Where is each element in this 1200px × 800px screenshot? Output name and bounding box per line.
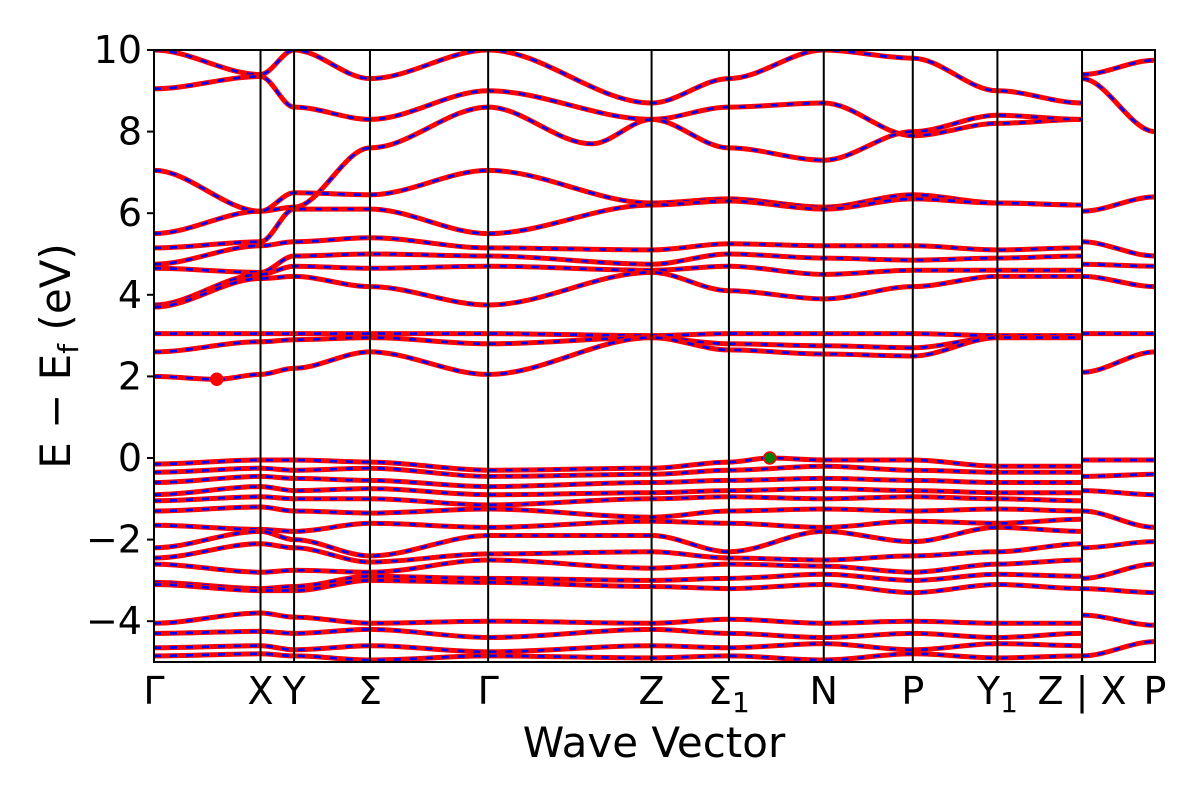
band-16-blue [154,495,1083,507]
band-32-blue [1081,262,1155,268]
band-29-blue [1081,77,1155,133]
extrema-markers [209,372,777,465]
band-11-blue [154,336,1082,381]
x-tick-label: P [1144,669,1167,713]
band-41-blue [1081,562,1155,580]
band-40-blue [1081,540,1155,550]
x-tick-label: N [810,669,838,713]
band-31-blue [1081,240,1155,258]
x-tick-label: Σ1 [708,669,750,719]
band-33-blue [1081,275,1155,288]
x-tick-subscript: 1 [732,686,750,719]
y-axis-title-sub: f [52,343,85,354]
band-25-blue [154,628,1083,639]
high-symmetry-lines [259,50,1084,662]
band-30-blue [1081,195,1155,213]
x-tick-subscript: 1 [1000,686,1018,719]
band-39-blue [1081,509,1155,529]
x-axis-ticks: Γ X Y Σ Γ Z Σ1 N P Y1 Z | X P [143,669,1166,719]
band-24-blue [154,611,1082,625]
y-axis-title-unit: (eV) [31,243,80,330]
band-4-blue [154,197,1083,250]
bands-layer [154,50,1155,662]
band-13-blue [154,464,1082,478]
band-23-blue [154,579,1083,594]
band-28-blue [1081,58,1155,76]
band-42-blue [1081,587,1155,594]
band-15-blue [154,485,1082,497]
band-43-blue [1081,613,1155,627]
band-20-blue [154,542,1083,564]
y-axis-ticks: −4 −2 0 2 4 6 8 10 [86,28,154,643]
extremum-marker-0 [209,372,224,387]
band-21-blue [154,558,1083,574]
y-axis-title-minus: − [31,394,80,429]
y-axis-title-ef: E [31,354,80,381]
band-14-blue [154,475,1082,488]
band-29-red [1081,76,1155,135]
band-0-blue [154,50,1083,105]
band-44-blue [1081,640,1155,658]
x-tick-label: Z | X [1038,669,1127,714]
x-axis-title: Wave Vector [523,718,786,767]
plot-frame [153,49,1156,663]
y-axis-title-e: E [31,442,80,469]
y-tick-label: 0 [118,436,142,480]
x-tick-label: Y [281,669,306,713]
band-17-blue [154,505,1083,519]
band-35-blue [1081,350,1155,374]
band-6-blue [154,252,1083,274]
x-tick-label: X [247,669,273,713]
band-1-blue [154,75,1083,138]
band-38-blue [1081,489,1155,496]
x-tick-label: Z [639,669,665,713]
y-axis-title: E − Ef (eV) [31,243,88,469]
y-tick-label: 2 [118,354,142,398]
band-8-blue [154,271,1082,309]
band-5-blue [154,236,1083,266]
y-tick-label: −2 [86,518,142,562]
x-tick-label: Σ [358,669,382,713]
band-10-blue [154,336,1082,354]
y-tick-label: 8 [118,110,142,154]
band-18-blue [154,517,1083,533]
y-tick-label: 10 [94,28,142,72]
band-27-blue [154,652,1083,662]
y-tick-label: 6 [118,191,142,235]
band-37-blue [1081,473,1155,478]
band-19-blue [154,526,1083,558]
x-tick-label: Y1 [976,669,1018,719]
band-3-red [154,167,1083,237]
band-26-blue [154,642,1083,654]
y-tick-label: −4 [86,599,142,643]
y-tick-label: 4 [118,273,142,317]
extremum-marker-1 [763,451,777,465]
x-tick-label: Γ [143,669,164,713]
x-tick-label: P [901,669,924,713]
band-12-blue [154,456,1082,472]
band-22-blue [154,572,1083,590]
band-9-blue [154,332,1082,337]
x-tick-label: Γ [478,669,499,713]
